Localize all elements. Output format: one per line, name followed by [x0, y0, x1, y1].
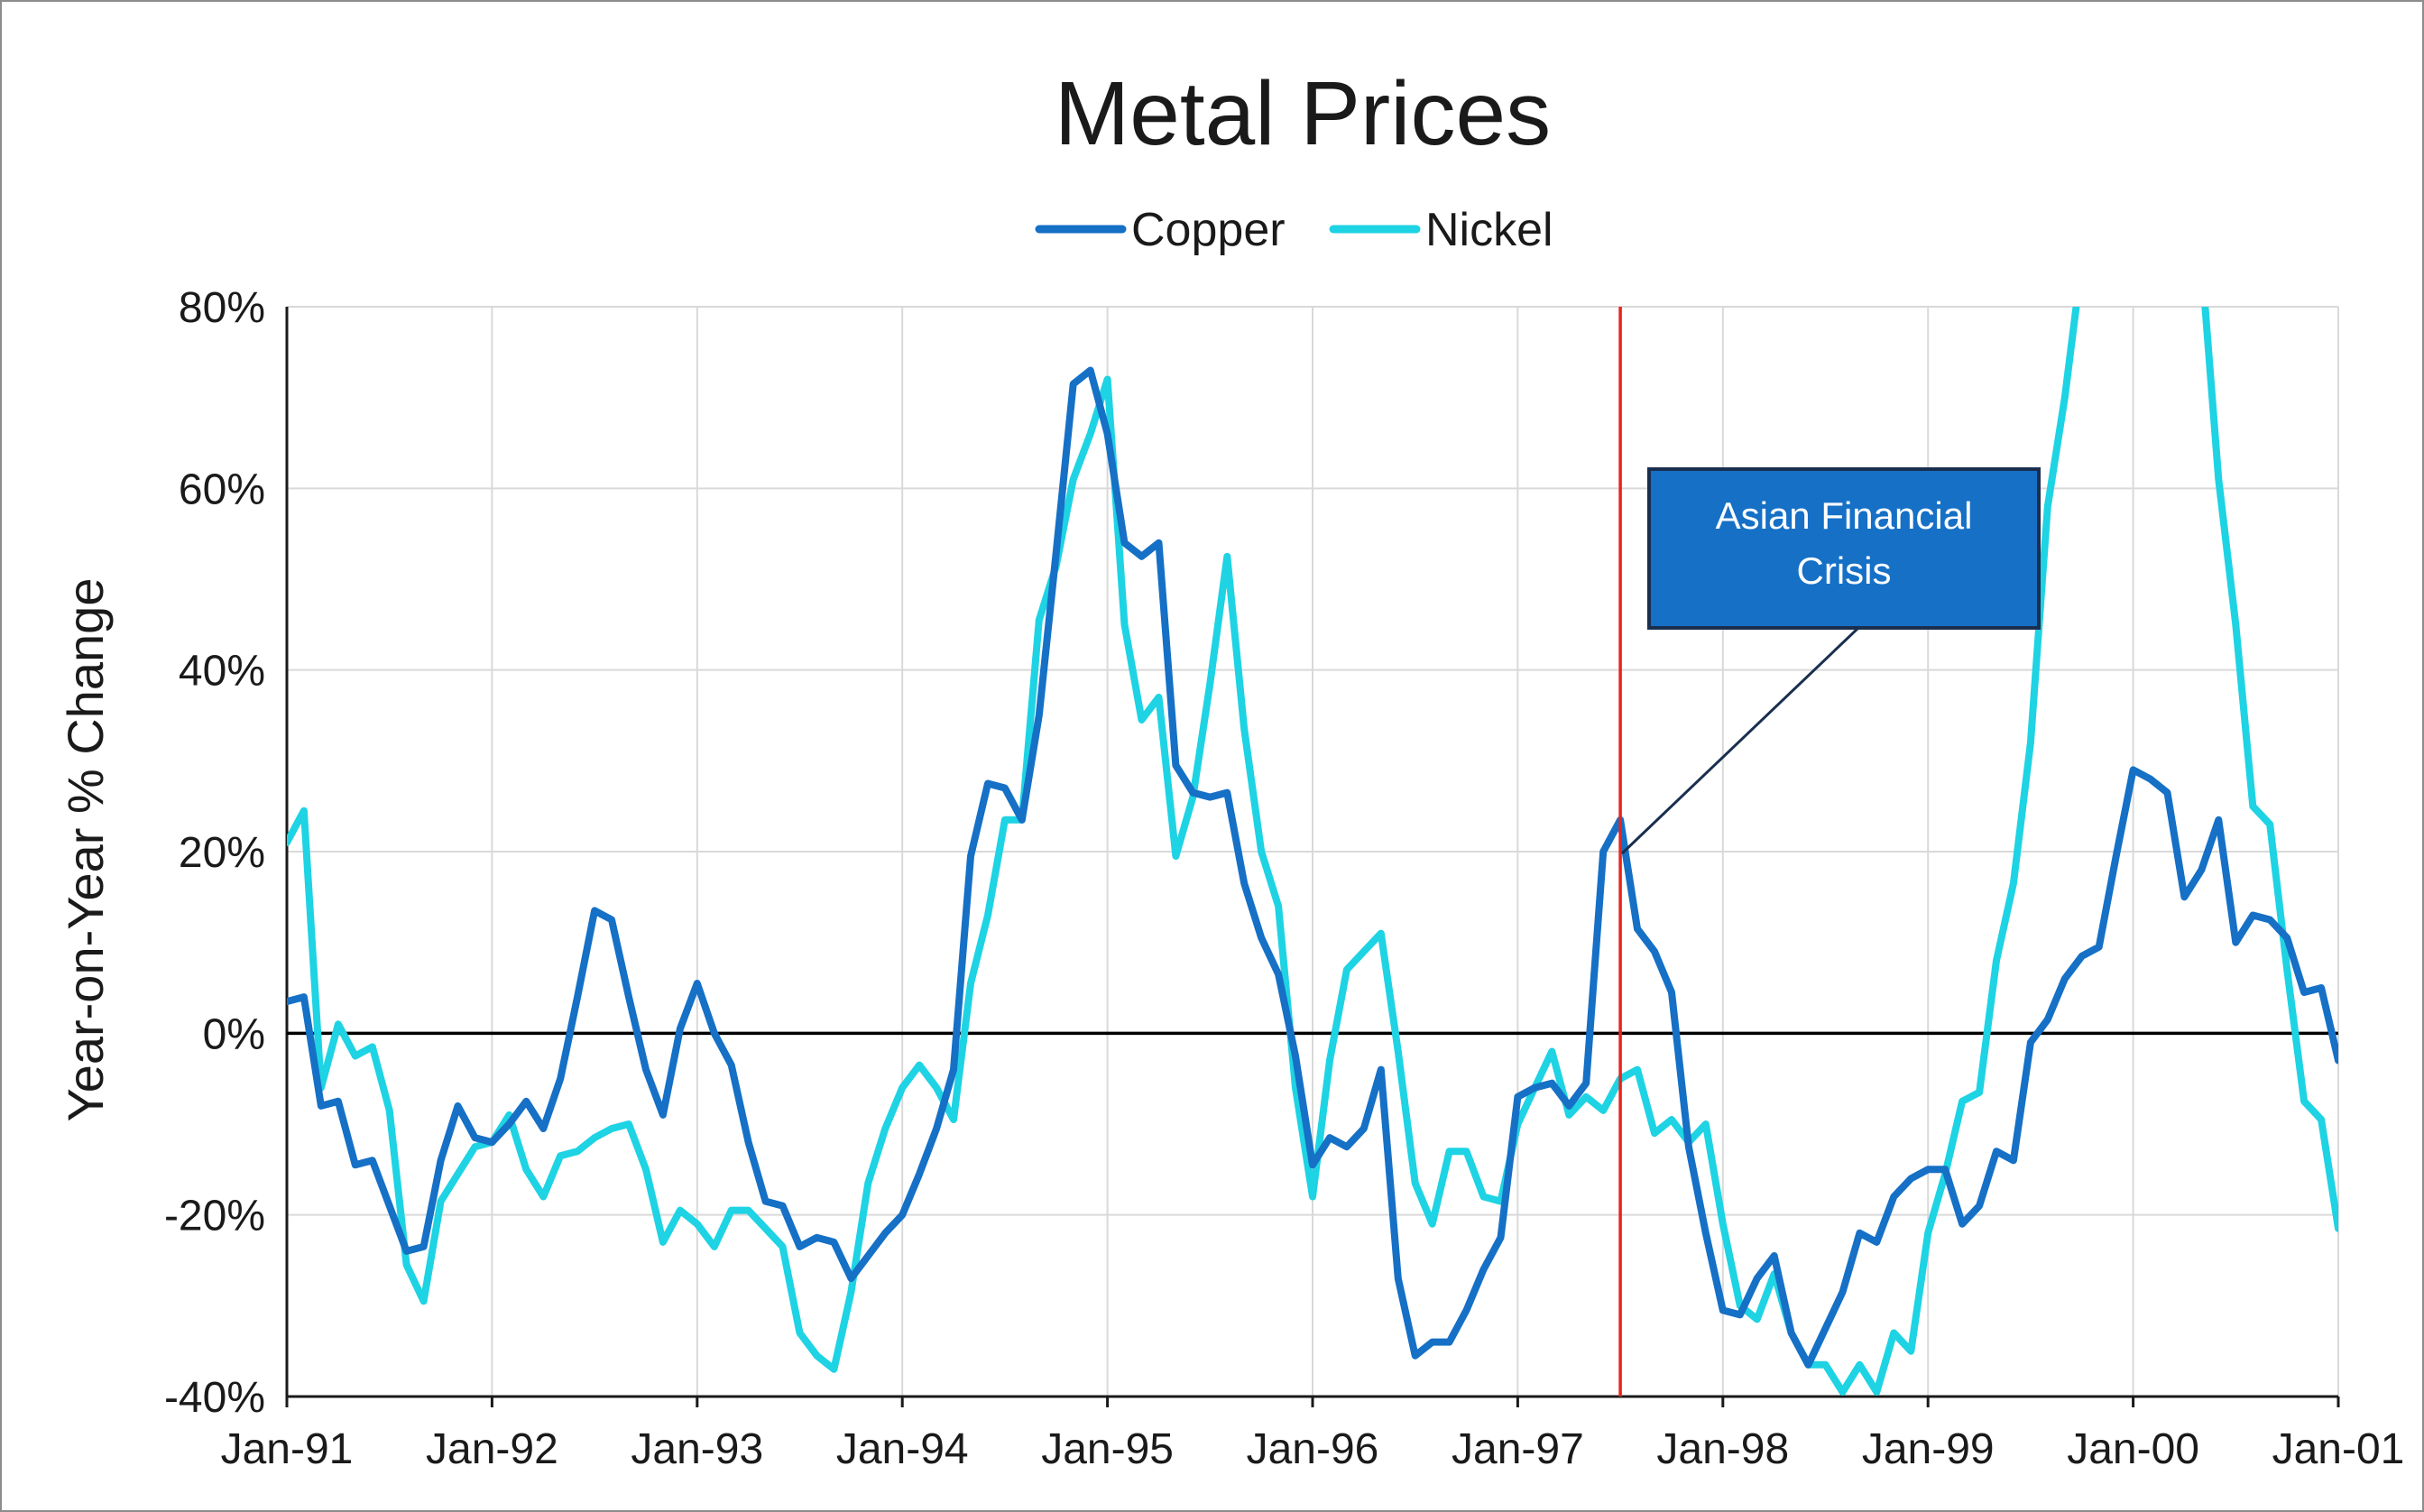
x-tick-label: Jan-92: [426, 1425, 558, 1473]
x-tick-label: Jan-96: [1247, 1425, 1379, 1473]
x-tick-label: Jan-93: [631, 1425, 763, 1473]
axis-layer: 80% 60% 40% 20% 0% -20% -40%Jan-91 Jan-92 Jan-93…: [164, 284, 2404, 1473]
series-layer: [287, 307, 2338, 1396]
callout-box: [1647, 467, 2041, 630]
y-tick-label: 0%: [203, 1010, 265, 1058]
callout-pointer-line: [1620, 626, 1860, 855]
legend-label-copper: Copper: [1131, 204, 1286, 256]
y-tick-label: 80%: [179, 284, 265, 332]
callout-text-line-2: Crisis: [1797, 549, 1892, 592]
annotation-callout: Asian Financial Crisis: [1620, 467, 2041, 855]
y-tick-label: 60%: [179, 466, 265, 513]
x-tick-label: Jan-01: [2272, 1425, 2405, 1473]
y-axis-label: Year-on-Year % Change: [57, 578, 114, 1122]
y-tick-label: -40%: [164, 1374, 265, 1422]
legend-label-nickel: Nickel: [1425, 204, 1553, 256]
y-tick-label: 20%: [179, 829, 265, 877]
x-tick-label: Jan-91: [221, 1425, 354, 1473]
series-line-nickel: [287, 307, 2338, 1396]
chart-title: Metal Prices: [1055, 63, 1551, 164]
x-tick-label: Jan-97: [1452, 1425, 1584, 1473]
x-tick-label: Jan-99: [1862, 1425, 1995, 1473]
x-tick-label: Jan-00: [2067, 1425, 2199, 1473]
legend: Copper Nickel: [1035, 204, 1553, 256]
x-tick-label: Jan-94: [836, 1425, 969, 1473]
x-tick-label: Jan-95: [1041, 1425, 1174, 1473]
series-line-copper: [287, 366, 2338, 1369]
callout-text-line-1: Asian Financial: [1716, 494, 1973, 537]
y-tick-label: 40%: [179, 648, 265, 696]
y-tick-label: -20%: [164, 1193, 265, 1240]
x-tick-label: Jan-98: [1656, 1425, 1789, 1473]
